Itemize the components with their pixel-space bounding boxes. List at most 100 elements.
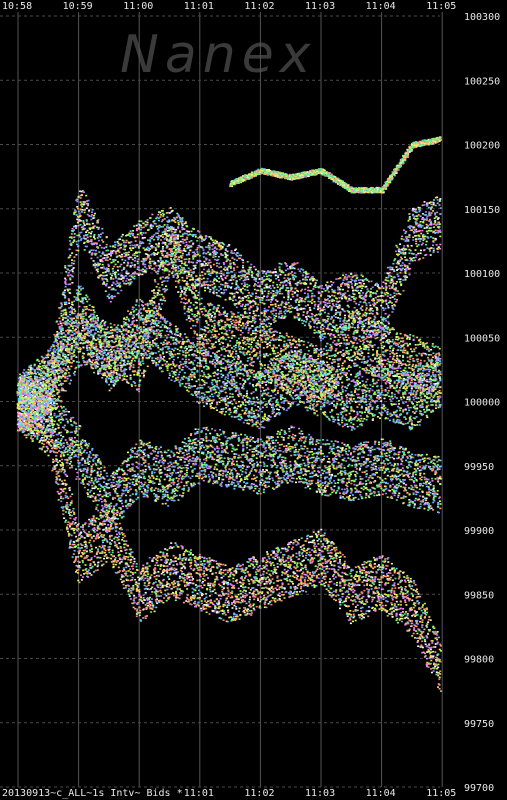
data-point <box>163 287 166 290</box>
data-point <box>57 379 60 381</box>
data-point <box>250 339 253 341</box>
data-point <box>183 445 186 447</box>
data-point <box>107 482 110 485</box>
data-point <box>334 440 337 442</box>
data-point <box>157 455 160 457</box>
data-point <box>347 343 350 345</box>
data-point <box>317 355 320 358</box>
data-point <box>311 461 314 464</box>
data-point <box>277 383 279 386</box>
data-point <box>78 322 81 325</box>
data-point <box>354 352 357 355</box>
data-point <box>439 392 442 394</box>
data-point <box>235 342 238 344</box>
data-point <box>119 362 122 364</box>
data-point <box>352 320 355 322</box>
data-point <box>324 380 327 383</box>
data-point <box>196 344 199 347</box>
data-point <box>324 482 326 485</box>
data-point <box>266 330 268 333</box>
data-point <box>272 331 275 333</box>
data-point <box>216 358 218 360</box>
data-point <box>292 359 295 361</box>
data-point <box>423 376 426 378</box>
data-point <box>230 347 233 349</box>
data-point <box>302 467 305 470</box>
data-point <box>106 331 108 334</box>
data-point <box>99 339 102 341</box>
data-point <box>62 367 65 369</box>
data-point <box>244 437 247 440</box>
data-point <box>62 374 65 376</box>
data-point <box>198 313 201 315</box>
data-point <box>187 285 190 288</box>
data-point <box>125 330 127 332</box>
data-point <box>270 358 273 360</box>
data-point <box>393 380 396 383</box>
data-point <box>75 468 77 470</box>
data-point <box>78 478 81 480</box>
data-point <box>380 466 383 469</box>
data-point <box>86 476 89 478</box>
data-point <box>382 341 385 343</box>
data-point <box>321 379 324 381</box>
data-point <box>345 320 348 322</box>
data-point <box>272 461 275 464</box>
data-point <box>404 334 407 337</box>
data-point <box>87 329 90 332</box>
data-point <box>348 369 350 372</box>
data-point <box>153 291 155 294</box>
data-point <box>319 379 322 381</box>
data-point <box>153 326 156 328</box>
data-point <box>210 318 213 321</box>
data-point <box>370 466 373 469</box>
data-point <box>274 364 277 366</box>
data-point <box>422 341 425 344</box>
data-point <box>265 338 267 341</box>
data-point <box>386 482 389 485</box>
data-point <box>242 315 245 317</box>
data-point <box>321 374 324 376</box>
data-point <box>167 449 170 452</box>
data-point <box>251 450 254 453</box>
data-point <box>183 297 186 299</box>
data-point <box>237 356 240 359</box>
data-point <box>193 297 196 299</box>
data-point <box>343 360 346 363</box>
data-point <box>205 457 208 460</box>
data-point <box>141 485 144 487</box>
data-point <box>152 477 155 479</box>
data-point <box>125 341 128 343</box>
watermark-text: Nanex <box>120 25 317 85</box>
data-point <box>118 478 121 481</box>
data-point <box>242 325 245 327</box>
data-point <box>72 321 75 323</box>
data-point <box>422 352 425 355</box>
data-point <box>332 461 335 464</box>
data-point <box>129 377 132 379</box>
data-point <box>189 269 192 271</box>
data-point <box>254 345 257 347</box>
data-point <box>110 374 113 376</box>
data-point <box>82 359 85 362</box>
data-point <box>66 377 69 380</box>
data-point <box>131 483 134 485</box>
data-point <box>392 347 395 350</box>
data-point <box>272 479 275 482</box>
data-point <box>358 316 361 319</box>
data-point <box>216 321 219 324</box>
data-point <box>136 450 139 453</box>
data-point <box>231 360 234 362</box>
data-point <box>140 354 143 357</box>
data-point <box>320 492 323 494</box>
data-point <box>325 353 328 355</box>
data-point <box>314 365 316 368</box>
data-point <box>264 375 267 377</box>
data-point <box>67 338 70 341</box>
data-point <box>290 346 293 348</box>
data-point <box>146 365 149 368</box>
data-point <box>213 327 216 330</box>
data-point <box>266 343 269 346</box>
data-point <box>239 361 242 364</box>
data-point <box>337 487 340 490</box>
